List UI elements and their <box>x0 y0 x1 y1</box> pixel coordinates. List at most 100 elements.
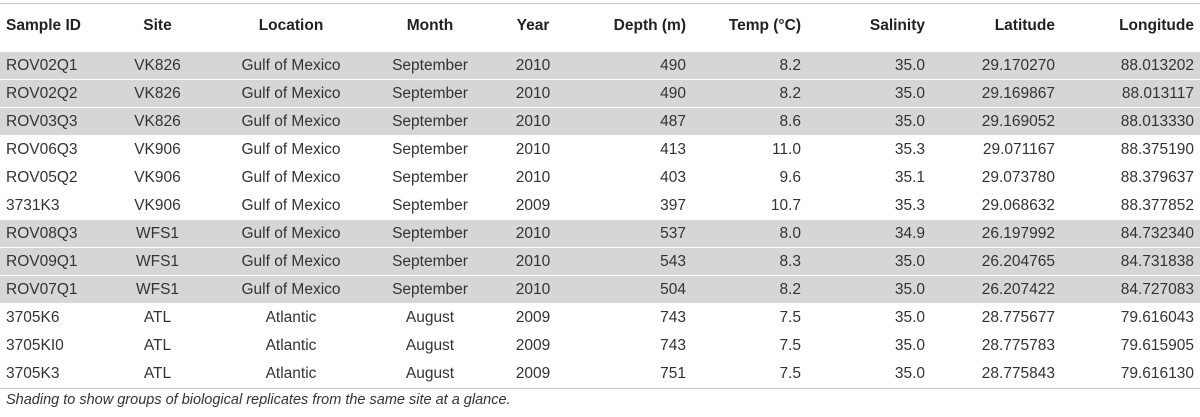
table-cell: 10.7 <box>692 191 807 220</box>
table-cell: ROV09Q1 <box>0 247 100 276</box>
table-cell: August <box>367 303 493 332</box>
table-cell: 2010 <box>493 48 573 80</box>
table-cell: Gulf of Mexico <box>215 107 367 136</box>
table-cell: ROV03Q3 <box>0 107 100 136</box>
table-cell: 403 <box>573 163 692 192</box>
table-cell: 2010 <box>493 247 573 276</box>
table-cell: 743 <box>573 303 692 332</box>
table-cell: 84.732340 <box>1061 219 1200 248</box>
column-header: Location <box>215 4 367 51</box>
table-cell: VK826 <box>100 79 215 108</box>
table-cell: 8.3 <box>692 247 807 276</box>
column-header: Month <box>367 4 493 51</box>
table-cell: 88.377852 <box>1061 191 1200 220</box>
table-cell: ATL <box>100 359 215 389</box>
table-cell: ROV08Q3 <box>0 219 100 248</box>
table-row: ROV02Q2 VK826 Gulf of Mexico September 2010 4… <box>0 79 1200 108</box>
table-cell: 79.615905 <box>1061 331 1200 360</box>
table-cell: 7.5 <box>692 331 807 360</box>
table-row: 3705KI0 ATL Atlantic August 2009 743 7.5 35.0 28… <box>0 331 1200 360</box>
table-cell: September <box>367 219 493 248</box>
column-header: Latitude <box>931 4 1061 51</box>
table-cell: 88.379637 <box>1061 163 1200 192</box>
table-cell: VK906 <box>100 163 215 192</box>
table-cell: 79.616043 <box>1061 303 1200 332</box>
table-cell: 35.0 <box>807 331 931 360</box>
table-cell: 3705K3 <box>0 359 100 389</box>
table-cell: Gulf of Mexico <box>215 247 367 276</box>
table-cell: 35.3 <box>807 191 931 220</box>
column-header: Depth (m) <box>573 4 692 51</box>
table-cell: WFS1 <box>100 275 215 304</box>
table-cell: Gulf of Mexico <box>215 48 367 80</box>
table-cell: 29.170270 <box>931 48 1061 80</box>
table-cell: Gulf of Mexico <box>215 191 367 220</box>
table-cell: 2009 <box>493 303 573 332</box>
column-header: Sample ID <box>0 4 100 51</box>
table-row: 3705K3 ATL Atlantic August 2009 751 7.5 35.0 28.… <box>0 359 1200 389</box>
table-cell: 490 <box>573 48 692 80</box>
table-cell: 2010 <box>493 275 573 304</box>
table-cell: 88.013330 <box>1061 107 1200 136</box>
table-cell: 413 <box>573 135 692 164</box>
table-cell: 2010 <box>493 163 573 192</box>
table-cell: 35.0 <box>807 79 931 108</box>
table-cell: 397 <box>573 191 692 220</box>
table-cell: Gulf of Mexico <box>215 135 367 164</box>
table-row: 3705K6 ATL Atlantic August 2009 743 7.5 35.0 28.… <box>0 303 1200 332</box>
table-footnote: Shading to show groups of biological rep… <box>6 392 511 408</box>
table-cell: 28.775843 <box>931 359 1061 389</box>
table-cell: 84.727083 <box>1061 275 1200 304</box>
table-cell: WFS1 <box>100 219 215 248</box>
table-cell: September <box>367 191 493 220</box>
table-cell: September <box>367 107 493 136</box>
table-cell: 2009 <box>493 191 573 220</box>
table-cell: Gulf of Mexico <box>215 79 367 108</box>
table-cell: 26.204765 <box>931 247 1061 276</box>
table-cell: 26.207422 <box>931 275 1061 304</box>
table-cell: 504 <box>573 275 692 304</box>
table-cell: 3731K3 <box>0 191 100 220</box>
table-cell: 2010 <box>493 107 573 136</box>
table-cell: 3705K6 <box>0 303 100 332</box>
table-cell: 34.9 <box>807 219 931 248</box>
table-cell: August <box>367 359 493 389</box>
table-cell: ROV02Q2 <box>0 79 100 108</box>
table-cell: 35.1 <box>807 163 931 192</box>
table-cell: 26.197992 <box>931 219 1061 248</box>
table-cell: 7.5 <box>692 303 807 332</box>
table-cell: ATL <box>100 303 215 332</box>
table-cell: September <box>367 275 493 304</box>
table-cell: 29.169867 <box>931 79 1061 108</box>
table-cell: September <box>367 135 493 164</box>
table-cell: 35.0 <box>807 247 931 276</box>
table-cell: 28.775677 <box>931 303 1061 332</box>
table-cell: 751 <box>573 359 692 389</box>
column-header: Year <box>493 4 573 51</box>
table-cell: Atlantic <box>215 331 367 360</box>
table-cell: 88.375190 <box>1061 135 1200 164</box>
table-cell: September <box>367 79 493 108</box>
table-cell: ROV05Q2 <box>0 163 100 192</box>
table-cell: 35.3 <box>807 135 931 164</box>
table-cell: 28.775783 <box>931 331 1061 360</box>
table-cell: September <box>367 247 493 276</box>
table-cell: 8.2 <box>692 48 807 80</box>
table-cell: Gulf of Mexico <box>215 275 367 304</box>
table-cell: 487 <box>573 107 692 136</box>
table-cell: 29.068632 <box>931 191 1061 220</box>
table-cell: 35.0 <box>807 303 931 332</box>
table-cell: Atlantic <box>215 303 367 332</box>
table-cell: 743 <box>573 331 692 360</box>
table-cell: 8.6 <box>692 107 807 136</box>
table-top-rule <box>0 3 1200 4</box>
table-cell: ROV02Q1 <box>0 48 100 80</box>
table-cell: ROV07Q1 <box>0 275 100 304</box>
table-cell: 9.6 <box>692 163 807 192</box>
table-cell: 29.169052 <box>931 107 1061 136</box>
table-cell: VK906 <box>100 135 215 164</box>
column-header: Temp (°C) <box>692 4 807 51</box>
table-cell: 35.0 <box>807 359 931 389</box>
table-cell: September <box>367 163 493 192</box>
table-cell: 8.2 <box>692 79 807 108</box>
